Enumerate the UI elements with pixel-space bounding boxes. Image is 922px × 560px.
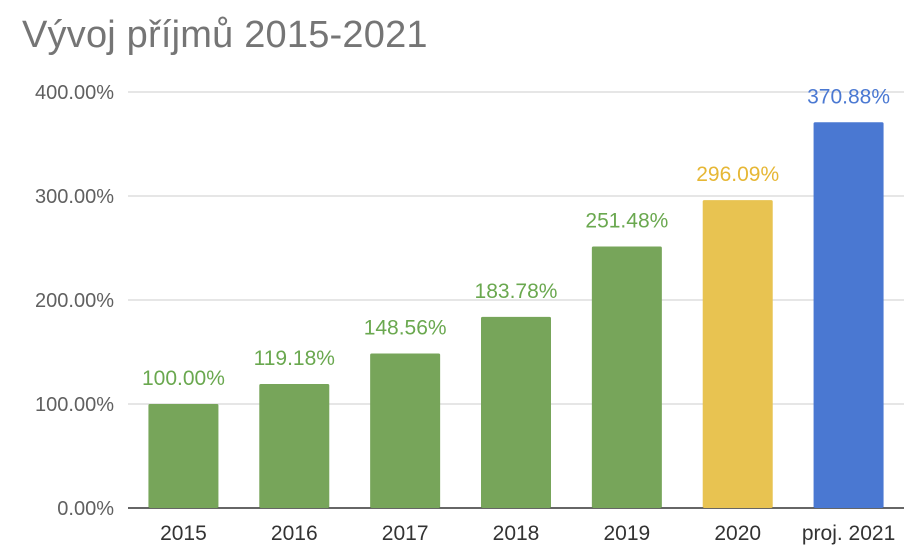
y-tick-label: 200.00% <box>35 290 114 312</box>
y-tick-label: 100.00% <box>35 394 114 416</box>
bar-2015 <box>148 404 219 508</box>
y-axis-tick-labels: 0.00% 100.00% 200.00% 300.00% 400.00% <box>35 82 114 520</box>
x-category-label: 2020 <box>714 522 761 545</box>
bar-proj-2021 <box>813 122 884 509</box>
y-tick-label: 400.00% <box>35 82 114 104</box>
x-category-label: 2016 <box>271 522 318 545</box>
x-category-label: 2017 <box>382 522 429 545</box>
data-label: 100.00% <box>142 367 225 390</box>
bar-2017 <box>370 353 441 508</box>
data-label: 296.09% <box>696 163 779 186</box>
bar-2016 <box>259 384 330 508</box>
x-category-label: 2019 <box>603 522 650 545</box>
data-label: 119.18% <box>254 347 335 370</box>
y-tick-label: 0.00% <box>57 498 114 520</box>
x-category-label: 2018 <box>493 522 540 545</box>
data-label: 148.56% <box>364 316 447 339</box>
bar-2020 <box>702 200 773 508</box>
data-label: 183.78% <box>475 280 558 303</box>
x-category-label: proj. 2021 <box>802 522 895 545</box>
data-labels: 100.00% 119.18% 148.56% 183.78% 251.48% 296.0… <box>142 85 890 390</box>
x-category-label: 2015 <box>160 522 207 545</box>
data-label: 251.48% <box>585 209 668 232</box>
bar-2019 <box>591 246 662 508</box>
bar-2018 <box>481 316 551 508</box>
chart-title: Vývoj příjmů 2015-2021 <box>22 14 428 56</box>
bars <box>148 122 884 509</box>
y-tick-label: 300.00% <box>35 186 114 208</box>
data-label: 370.88% <box>807 85 890 108</box>
x-axis-category-labels: 2015 2016 2017 2018 2019 2020 proj. 2021 <box>160 522 895 545</box>
